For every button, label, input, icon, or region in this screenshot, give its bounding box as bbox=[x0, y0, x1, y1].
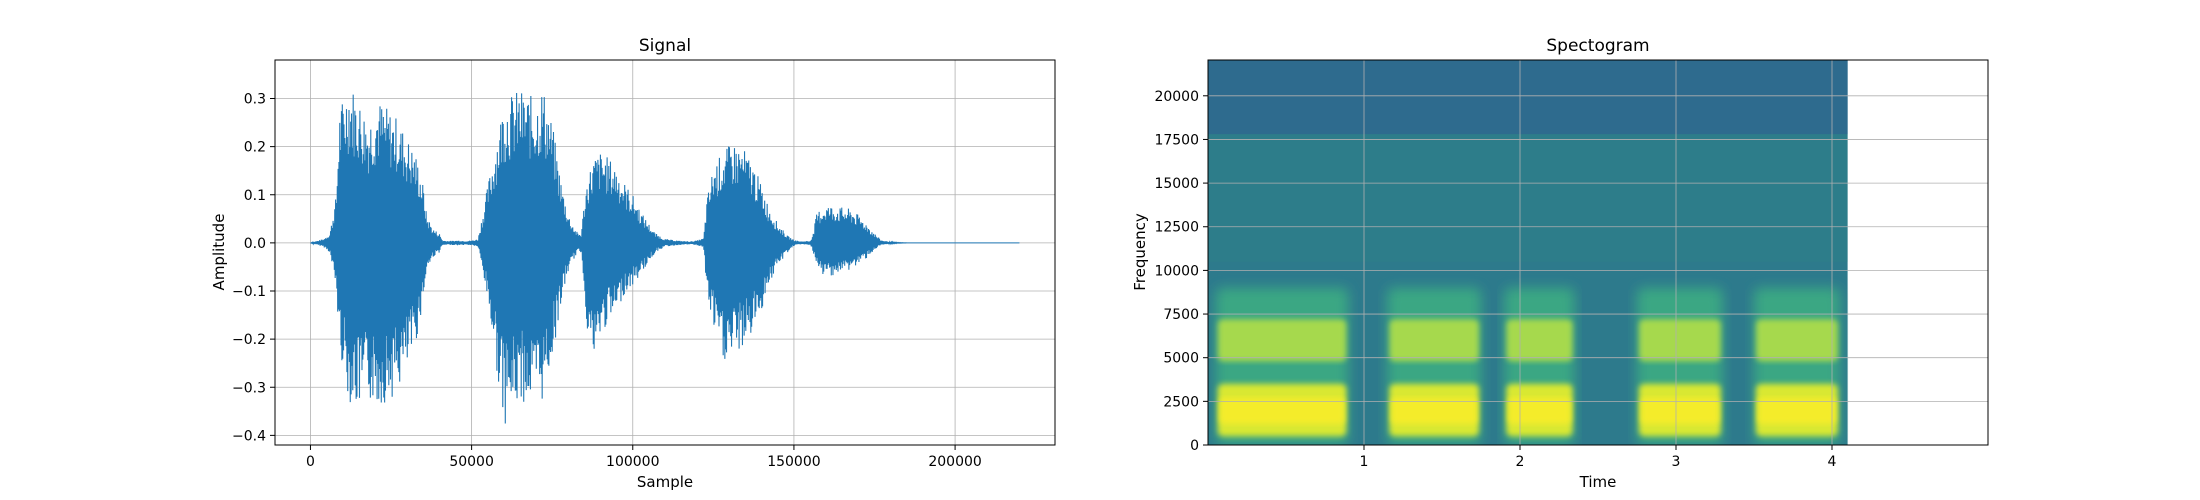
speech-segment-formant-high bbox=[1217, 319, 1347, 362]
signal-x-tick-label: 200000 bbox=[928, 454, 981, 470]
spectrogram-x-tick-label: 3 bbox=[1672, 454, 1681, 470]
speech-segment-formant-high bbox=[1756, 319, 1838, 362]
signal-ticks: 0 50000 100000 150000 200000 −0.4 −0.3 −0.2 −0.1… bbox=[232, 92, 982, 471]
spectrogram-ticks: 1 2 3 4 0 2500 5000 7500 10000 12500 15000 17500 200… bbox=[1154, 89, 1836, 470]
spectrogram-axes-frame bbox=[1207, 59, 1989, 446]
signal-series bbox=[310, 93, 1020, 424]
speech-segment-peak bbox=[1391, 397, 1477, 425]
speech-segment-formant-high bbox=[1506, 319, 1573, 362]
spectrogram-image bbox=[1208, 60, 1848, 445]
signal-y-tick-label: 0.0 bbox=[244, 236, 266, 252]
spectrogram-y-tick-label: 5000 bbox=[1163, 351, 1199, 367]
signal-y-tick-label: 0.2 bbox=[244, 140, 266, 156]
speech-segment-formant-high bbox=[1389, 319, 1479, 362]
speech-segment-peak bbox=[1758, 397, 1836, 425]
spectrogram-x-tick-label: 1 bbox=[1360, 454, 1369, 470]
spectrogram-x-tick-label: 2 bbox=[1516, 454, 1525, 470]
speech-segment-peak bbox=[1508, 397, 1571, 425]
spectrogram-high-band bbox=[1208, 60, 1848, 135]
spectrogram-y-tick-label: 12500 bbox=[1154, 220, 1199, 236]
spectrogram-y-tick-label: 2500 bbox=[1163, 394, 1199, 410]
spectrogram-x-axis-label: Time bbox=[1579, 473, 1617, 491]
signal-x-tick-label: 150000 bbox=[767, 454, 820, 470]
signal-x-tick-label: 100000 bbox=[606, 454, 659, 470]
signal-y-tick-label: −0.3 bbox=[232, 380, 266, 396]
signal-y-tick-label: 0.3 bbox=[244, 92, 266, 108]
spectrogram-y-tick-label: 20000 bbox=[1154, 89, 1199, 105]
signal-waveform-line bbox=[310, 93, 1020, 424]
speech-segment-formant-high bbox=[1639, 319, 1721, 362]
spectrogram-chart: 1 2 3 4 0 2500 5000 7500 10000 12500 15000 17500 200… bbox=[1131, 36, 1989, 491]
signal-y-axis-label: Amplitude bbox=[210, 214, 228, 291]
signal-y-tick-label: 0.1 bbox=[244, 188, 266, 204]
spectrogram-y-axis-label: Frequency bbox=[1131, 213, 1149, 291]
signal-chart: 0 50000 100000 150000 200000 −0.4 −0.3 −0.2 −0.1… bbox=[210, 36, 1056, 491]
signal-title: Signal bbox=[639, 36, 691, 56]
spectrogram-mid-band bbox=[1208, 134, 1848, 262]
spectrogram-y-tick-label: 15000 bbox=[1154, 176, 1199, 192]
spectrogram-title: Spectogram bbox=[1546, 36, 1649, 56]
spectrogram-x-tick-label: 4 bbox=[1828, 454, 1837, 470]
spectrogram-y-tick-label: 7500 bbox=[1163, 307, 1199, 323]
spectrogram-y-tick-label: 0 bbox=[1190, 438, 1199, 454]
signal-x-axis-label: Sample bbox=[637, 473, 693, 491]
signal-axes-frame bbox=[274, 59, 1056, 446]
signal-y-tick-label: −0.1 bbox=[232, 284, 266, 300]
speech-segment-peak bbox=[1219, 397, 1345, 425]
spectrogram-y-tick-label: 17500 bbox=[1154, 132, 1199, 148]
spectrogram-y-tick-label: 10000 bbox=[1154, 263, 1199, 279]
signal-x-tick-label: 50000 bbox=[449, 454, 494, 470]
signal-y-tick-label: −0.2 bbox=[232, 332, 266, 348]
speech-segment-peak bbox=[1641, 397, 1719, 425]
signal-x-tick-label: 0 bbox=[306, 454, 315, 470]
signal-y-tick-label: −0.4 bbox=[232, 428, 266, 444]
